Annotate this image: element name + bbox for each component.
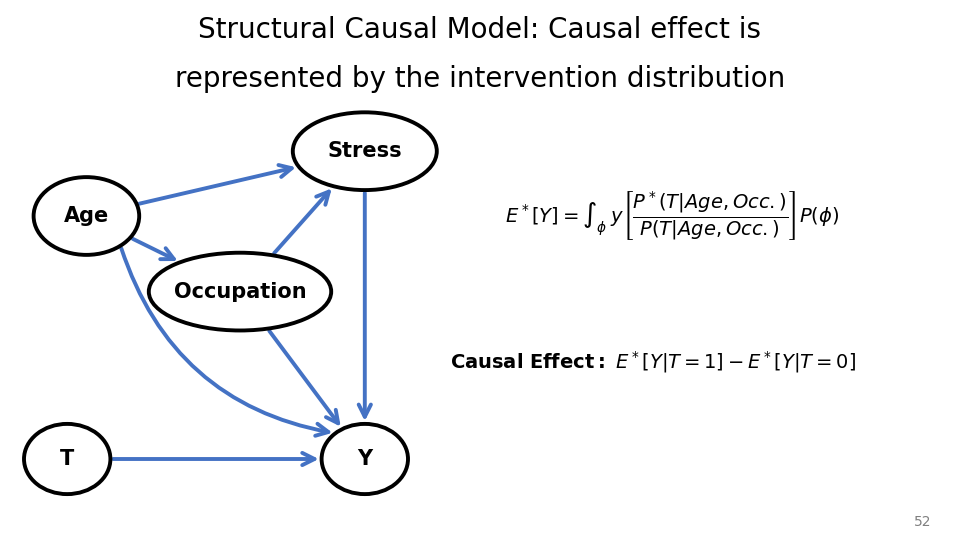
Ellipse shape	[149, 253, 331, 330]
Text: Structural Causal Model: Causal effect is: Structural Causal Model: Causal effect i…	[199, 16, 761, 44]
Text: Y: Y	[357, 449, 372, 469]
Text: Age: Age	[63, 206, 109, 226]
Text: $\mathbf{Causal\ Effect:}\ E^*[Y|T=1] - E^*[Y|T=0]$: $\mathbf{Causal\ Effect:}\ E^*[Y|T=1] - …	[450, 349, 855, 375]
Ellipse shape	[293, 112, 437, 190]
Text: T: T	[60, 449, 74, 469]
Ellipse shape	[34, 177, 139, 255]
Ellipse shape	[24, 424, 110, 494]
Text: represented by the intervention distribution: represented by the intervention distribu…	[175, 65, 785, 93]
Text: $E^*[Y] = \int_\phi \; y \left[\dfrac{P^*(T|Age, Occ.)}{P(T|Age, Occ.)}\right] P: $E^*[Y] = \int_\phi \; y \left[\dfrac{P^…	[505, 190, 839, 242]
Ellipse shape	[322, 424, 408, 494]
Text: Stress: Stress	[327, 141, 402, 161]
Text: 52: 52	[914, 515, 931, 529]
Text: Occupation: Occupation	[174, 281, 306, 302]
